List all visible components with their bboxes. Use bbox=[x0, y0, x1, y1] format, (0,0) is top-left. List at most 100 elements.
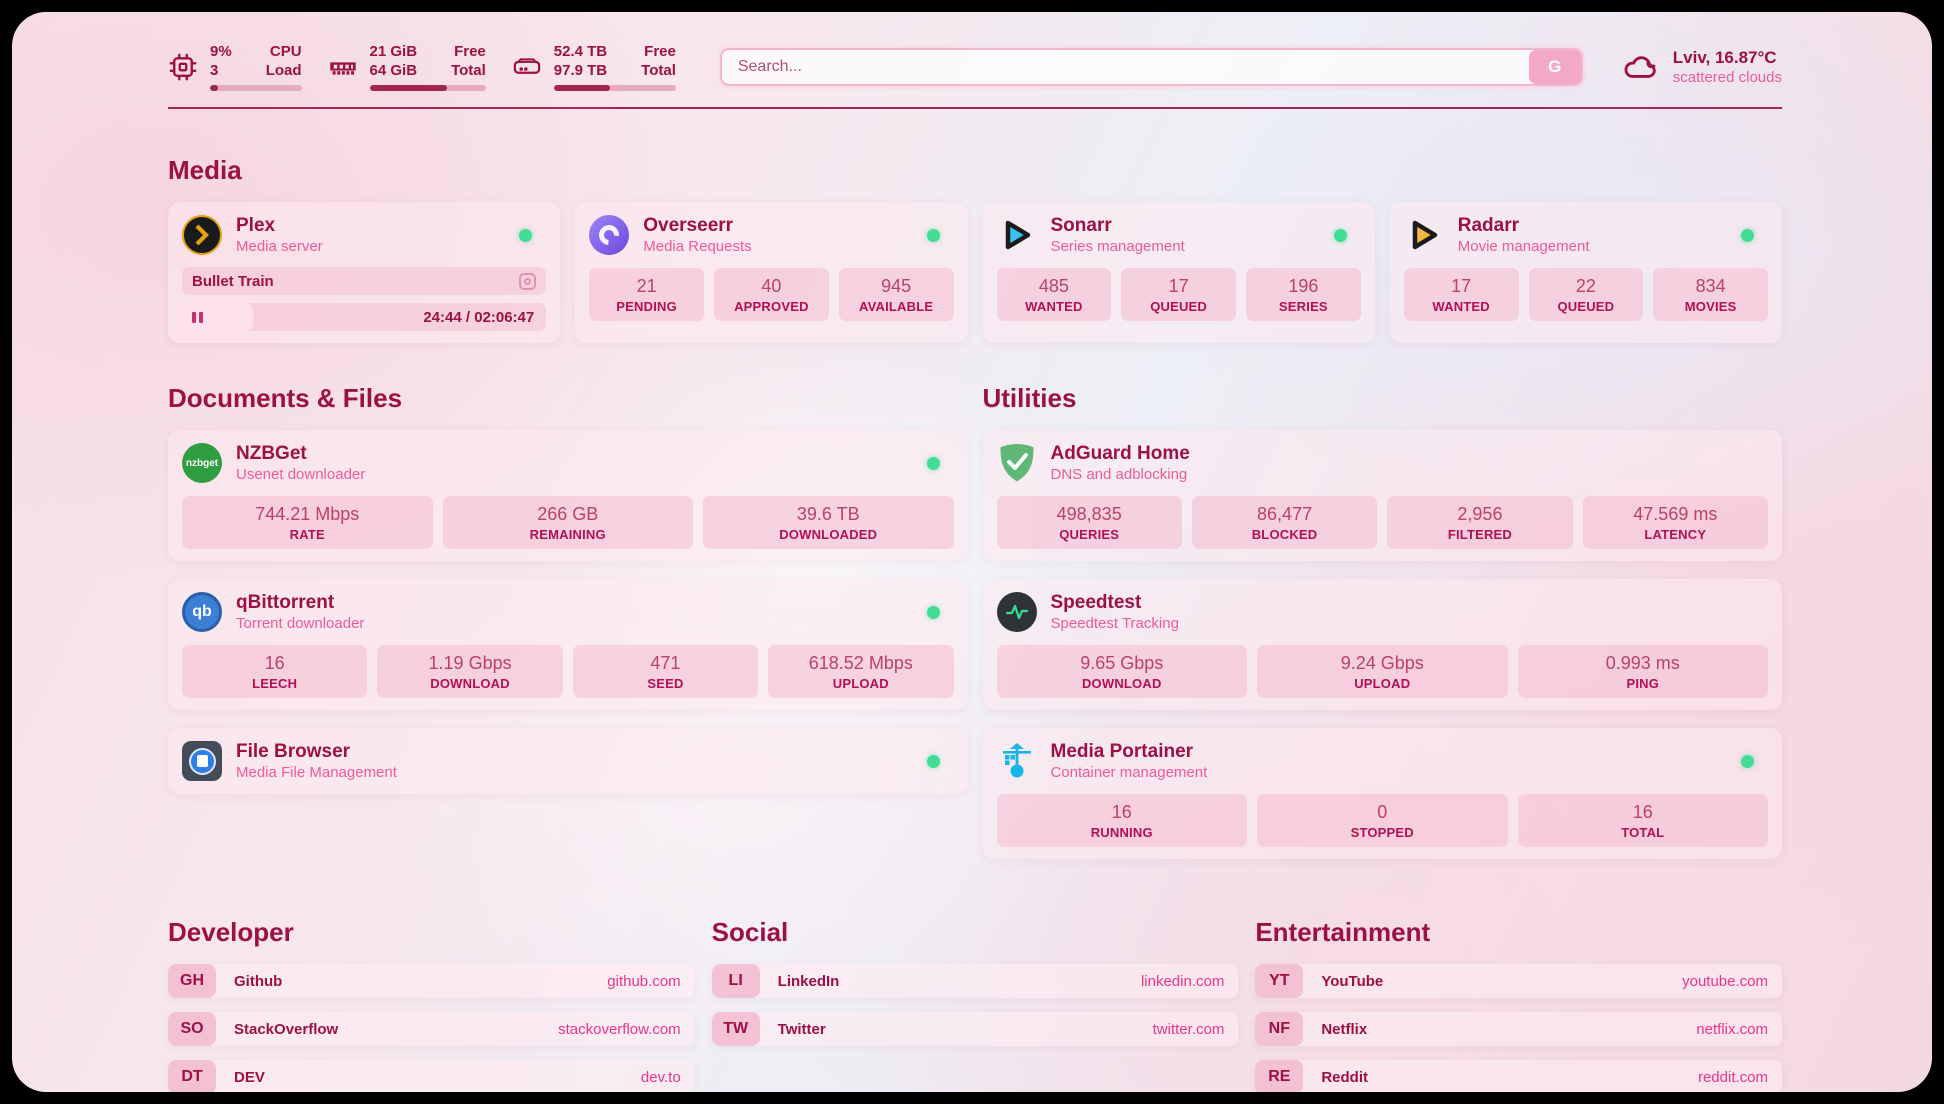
playback-progress: 24:44 / 02:06:47 bbox=[182, 303, 547, 331]
status-dot bbox=[926, 754, 940, 768]
app-card-qbittorrent[interactable]: qb qBittorrent Torrent downloader 16 LEEC… bbox=[168, 579, 968, 710]
disk-value2: 97.9 TB bbox=[553, 62, 608, 79]
stat-pill: 945 AVAILABLE bbox=[838, 268, 954, 321]
cpu-label2: Load bbox=[265, 62, 302, 79]
app-name: Overseerr bbox=[643, 215, 734, 236]
stat-pill: 266 GB REMAINING bbox=[442, 496, 693, 549]
app-desc: Media Requests bbox=[643, 238, 752, 255]
ram-icon bbox=[329, 61, 356, 75]
status-dot bbox=[1741, 228, 1754, 242]
app-card-speedtest[interactable]: Speedtest Speedtest Tracking 9.65 Gbps DO… bbox=[982, 579, 1782, 710]
stat-pill: 16 TOTAL bbox=[1517, 794, 1768, 847]
stat-pill: 21 PENDING bbox=[589, 268, 704, 321]
app-desc: Speedtest Tracking bbox=[1050, 615, 1179, 632]
stat-pill: 498,835 QUERIES bbox=[996, 496, 1182, 549]
youtube-badge-icon: YT bbox=[1255, 964, 1304, 998]
now-playing-title: Bullet Train bbox=[192, 272, 274, 290]
app-desc: Series management bbox=[1050, 238, 1185, 255]
stat-pill: 9.65 Gbps DOWNLOAD bbox=[996, 645, 1247, 698]
overseerr-icon bbox=[589, 215, 630, 255]
ram-stat: 21 GiB Free 64 GiB Total bbox=[328, 42, 486, 91]
app-name: Media Portainer bbox=[1050, 741, 1194, 762]
app-card-sonarr[interactable]: Sonarr Series management 485 WANTED 17 QUE… bbox=[982, 202, 1375, 343]
top-bar: 9% CPU 3 Load 21 GiB Free 64 GiB Total bbox=[168, 42, 1782, 91]
disk-icon bbox=[513, 57, 540, 74]
app-card-portainer[interactable]: Media Portainer Container management 16 R… bbox=[982, 728, 1782, 859]
status-dot bbox=[1741, 754, 1754, 768]
weather-location: Lviv, 16.87°C bbox=[1672, 47, 1777, 67]
link-dev[interactable]: DT DEV dev.to bbox=[168, 1060, 695, 1092]
stat-pill: 22 QUEUED bbox=[1528, 268, 1644, 321]
disk-label: Free bbox=[644, 43, 676, 60]
cpu-progress-bar bbox=[210, 85, 302, 91]
pause-icon bbox=[192, 311, 196, 323]
plex-icon bbox=[182, 215, 222, 255]
ram-label: Free bbox=[454, 43, 486, 60]
link-twitter[interactable]: TW Twitter twitter.com bbox=[711, 1012, 1239, 1046]
app-card-radarr[interactable]: Radarr Movie management 17 WANTED 22 QUEUE… bbox=[1389, 202, 1782, 343]
search-provider-button[interactable]: G bbox=[1528, 49, 1581, 84]
disk-value: 52.4 TB bbox=[553, 43, 608, 60]
link-github[interactable]: GH Github github.com bbox=[168, 964, 695, 998]
stat-pill: 17 QUEUED bbox=[1121, 268, 1236, 321]
stat-pill: 0.993 ms PING bbox=[1517, 645, 1768, 698]
status-dot bbox=[926, 605, 940, 619]
weather-condition: scattered clouds bbox=[1672, 68, 1782, 86]
stat-pill: 17 WANTED bbox=[1403, 268, 1519, 321]
app-desc: Media File Management bbox=[236, 764, 397, 781]
cpu-icon bbox=[169, 53, 197, 80]
link-reddit[interactable]: RE Reddit reddit.com bbox=[1255, 1060, 1782, 1092]
linkedin-badge-icon: LI bbox=[711, 964, 760, 998]
ram-progress-bar bbox=[369, 85, 486, 91]
cpu-stat: 9% CPU 3 Load bbox=[168, 42, 302, 91]
filebrowser-icon bbox=[182, 741, 222, 781]
search-input[interactable] bbox=[721, 49, 1529, 84]
link-linkedin[interactable]: LI LinkedIn linkedin.com bbox=[711, 964, 1239, 998]
app-name: Plex bbox=[236, 215, 276, 236]
stat-pill: 196 SERIES bbox=[1246, 268, 1361, 321]
disk-progress-bar bbox=[553, 85, 676, 91]
stat-pill: 834 MOVIES bbox=[1653, 268, 1768, 321]
stat-pill: 2,956 FILTERED bbox=[1387, 496, 1573, 549]
stat-pill: 9.24 Gbps UPLOAD bbox=[1257, 645, 1508, 698]
app-card-filebrowser[interactable]: File Browser Media File Management bbox=[168, 728, 968, 794]
adguard-icon bbox=[997, 443, 1037, 483]
stat-pill: 39.6 TB DOWNLOADED bbox=[703, 496, 954, 549]
search-bar: G bbox=[719, 47, 1583, 86]
app-desc: Movie management bbox=[1457, 238, 1590, 255]
link-netflix[interactable]: NF Netflix netflix.com bbox=[1255, 1012, 1782, 1046]
app-desc: Usenet downloader bbox=[236, 466, 366, 483]
app-name: AdGuard Home bbox=[1050, 443, 1190, 464]
stat-pill: 16 LEECH bbox=[182, 645, 368, 698]
github-badge-icon: GH bbox=[168, 964, 216, 998]
sonarr-icon bbox=[997, 215, 1037, 255]
dashboard: 9% CPU 3 Load 21 GiB Free 64 GiB Total bbox=[12, 12, 1932, 1092]
media-grid: Plex Media server Bullet Train 24:44 / 0… bbox=[168, 202, 1782, 343]
reddit-badge-icon: RE bbox=[1255, 1060, 1304, 1092]
radarr-icon bbox=[1404, 215, 1444, 255]
stat-pill: 471 SEED bbox=[572, 645, 759, 698]
app-card-overseerr[interactable]: Overseerr Media Requests 21 PENDING 40 APP… bbox=[575, 202, 968, 343]
status-dot bbox=[926, 456, 940, 470]
stat-pill: 1.19 Gbps DOWNLOAD bbox=[377, 645, 563, 698]
playback-time: 24:44 / 02:06:47 bbox=[423, 308, 535, 326]
link-stackoverflow[interactable]: SO StackOverflow stackoverflow.com bbox=[168, 1012, 695, 1046]
section-title-documents: Documents & Files bbox=[168, 383, 403, 413]
app-name: Sonarr bbox=[1050, 215, 1112, 236]
app-name: Speedtest bbox=[1050, 592, 1142, 613]
ram-label2: Total bbox=[451, 62, 486, 79]
cpu-value2: 3 bbox=[210, 62, 219, 79]
now-playing-row: Bullet Train bbox=[182, 267, 547, 295]
cloud-icon bbox=[1624, 55, 1656, 78]
app-card-nzbget[interactable]: nzbget NZBGet Usenet downloader 744.21 M… bbox=[168, 430, 968, 561]
link-youtube[interactable]: YT YouTube youtube.com bbox=[1255, 964, 1782, 998]
dev-badge-icon: DT bbox=[168, 1060, 216, 1092]
stat-pill: 16 RUNNING bbox=[996, 794, 1247, 847]
ram-value: 21 GiB bbox=[369, 43, 418, 60]
app-card-plex[interactable]: Plex Media server Bullet Train 24:44 / 0… bbox=[168, 202, 561, 343]
stat-pill: 0 STOPPED bbox=[1257, 794, 1508, 847]
app-card-adguard[interactable]: AdGuard Home DNS and adblocking 498,835 Q… bbox=[982, 430, 1782, 561]
disk-label2: Total bbox=[641, 62, 676, 79]
stat-pill: 47.569 ms LATENCY bbox=[1582, 496, 1768, 549]
